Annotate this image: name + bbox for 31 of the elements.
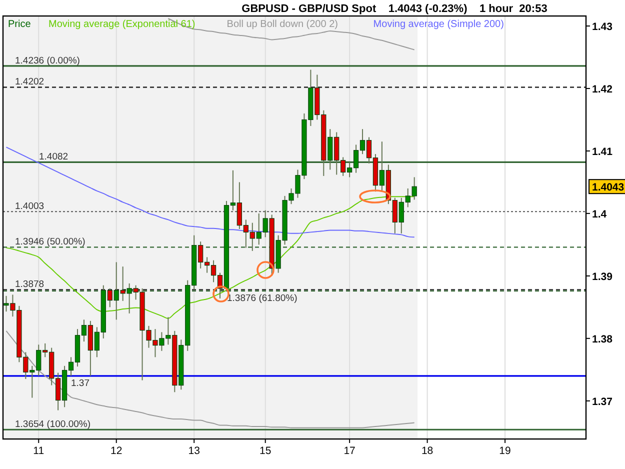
x-tick-label: 13 <box>188 445 200 457</box>
text: Moving average (Simple 200) <box>373 19 504 30</box>
ref-line-label: 1.3946 (50.00%) <box>15 236 86 248</box>
x-tick-label: 12 <box>110 445 122 457</box>
x-tick-label: 15 <box>260 445 272 457</box>
y-tick-label: 1.42 <box>592 83 613 96</box>
ref-line-label: 1.37 <box>71 378 90 389</box>
ref-line-label: 1.3876 (61.80%) <box>227 292 298 304</box>
y-tick-label: 1.43 <box>592 20 613 33</box>
text: Moving average (Exponential 61) <box>48 19 196 30</box>
ref-line-label: 1.3654 (100.00%) <box>15 419 91 430</box>
line-series <box>6 146 415 238</box>
ref-line-label: 1.4003 <box>15 201 44 212</box>
y-tick-label: 1.37 <box>592 396 613 408</box>
x-tick-label: 17 <box>344 445 356 457</box>
ref-line-label: 1.4202 <box>15 76 44 88</box>
ref-line-label: 1.3878 <box>15 279 44 290</box>
x-tick-label: 18 <box>421 445 434 457</box>
x-tick-label: 19 <box>499 445 512 457</box>
y-tick-label: 1.41 <box>592 146 613 158</box>
y-tick-label: 1.38 <box>592 333 613 346</box>
x-tick-label: 11 <box>33 445 44 457</box>
series-label: Boll up Boll down (200 2) <box>226 19 338 30</box>
y-tick-label: 1.39 <box>592 270 613 283</box>
ref-line-label: 1.4082 <box>39 152 68 163</box>
chart-title: GBPUSD - GBP/USD Spot 1.4043 (-0.23%) 1 hour 20:53 <box>242 3 548 15</box>
line-series <box>6 330 415 428</box>
y-tick-label: 1.4 <box>592 208 607 220</box>
ref-line-label: 1.4236 (0.00%) <box>15 55 80 66</box>
text: 1.4043 <box>592 182 624 194</box>
text: Price <box>8 19 32 30</box>
